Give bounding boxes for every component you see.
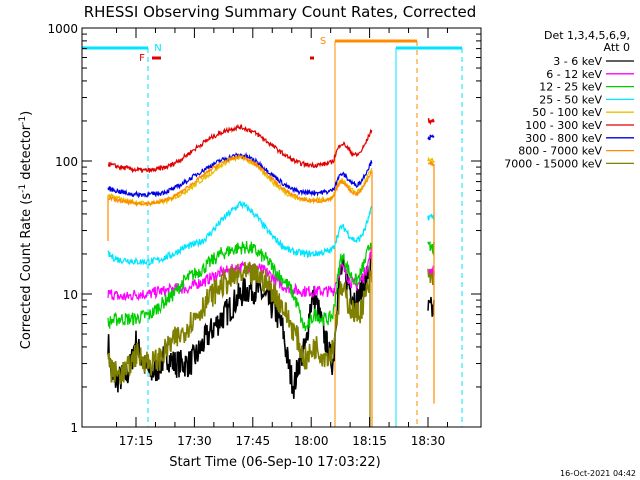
legend-label: 50 - 100 keV xyxy=(532,106,602,119)
x-axis-label: Start Time (06-Sep-10 17:03:22) xyxy=(169,455,380,470)
y-tick-label: 1000 xyxy=(47,22,78,36)
x-tick-label: 18:15 xyxy=(352,434,387,448)
y-axis-ticks: 1 10 100 1000 xyxy=(47,22,481,435)
late-segment-green xyxy=(427,240,435,257)
legend-label: 800 - 7000 keV xyxy=(518,145,602,158)
flag-label: F xyxy=(139,53,145,64)
legend-label: 12 - 25 keV xyxy=(539,81,602,94)
legend-label: 100 - 300 keV xyxy=(525,119,602,132)
x-tick-label: 17:30 xyxy=(177,434,212,448)
y-tick-label: 10 xyxy=(63,288,78,302)
late-segment-yellow xyxy=(427,156,435,164)
x-tick-label: 18:00 xyxy=(294,434,329,448)
legend-label: 6 - 12 keV xyxy=(546,68,602,81)
late-segment-olive xyxy=(427,268,435,286)
series-line-green xyxy=(107,241,373,332)
series-line-cyan xyxy=(107,200,373,267)
y-axis-label-sup2: -1 xyxy=(18,116,28,125)
legend-label: 25 - 50 keV xyxy=(539,93,602,106)
late-segment-black xyxy=(427,296,435,317)
y-axis-label-sup1: -1 xyxy=(18,184,28,193)
series-lines xyxy=(107,117,435,427)
series-line-olive xyxy=(107,261,373,385)
series-line-orange xyxy=(107,153,373,208)
legend-label: 3 - 6 keV xyxy=(553,55,602,68)
flag-label: N xyxy=(154,43,161,54)
y-axis-label: Corrected Count Rate (s-1 detector-1) xyxy=(18,111,34,349)
x-tick-label: 17:45 xyxy=(236,434,271,448)
late-segment-orange xyxy=(427,160,435,167)
late-segment-red xyxy=(427,117,435,126)
y-axis-label-end: ) xyxy=(19,111,34,116)
chart-title: RHESSI Observing Summary Count Rates, Co… xyxy=(84,3,477,21)
y-tick-label: 100 xyxy=(55,155,78,169)
legend-label: 7000 - 15000 keV xyxy=(504,157,602,170)
legend-header-2: Att 0 xyxy=(604,41,630,54)
x-tick-label: 17:15 xyxy=(119,434,154,448)
late-segment-blue xyxy=(427,134,435,141)
flag-label: S xyxy=(320,36,326,47)
footer-timestamp: 16-Oct-2021 04:42 xyxy=(560,469,636,478)
x-tick-label: 18:30 xyxy=(411,434,446,448)
flag-bars: NF S xyxy=(81,36,463,427)
y-axis-label-mid: detector xyxy=(19,124,34,184)
x-axis-ticks: 17:15 17:30 17:45 18:00 18:15 18:30 xyxy=(116,28,448,448)
legend-header-1: Det 1,3,4,5,6,9, xyxy=(544,29,630,42)
plot-frame xyxy=(81,27,482,428)
plot-border xyxy=(81,27,482,428)
legend-label: 300 - 800 keV xyxy=(525,132,602,145)
y-axis-label-main: Corrected Count Rate (s xyxy=(19,193,34,350)
series-line-red xyxy=(107,123,373,174)
series-line-magenta xyxy=(107,244,373,302)
y-tick-label: 1 xyxy=(70,421,78,435)
late-segment-cyan xyxy=(427,213,435,221)
